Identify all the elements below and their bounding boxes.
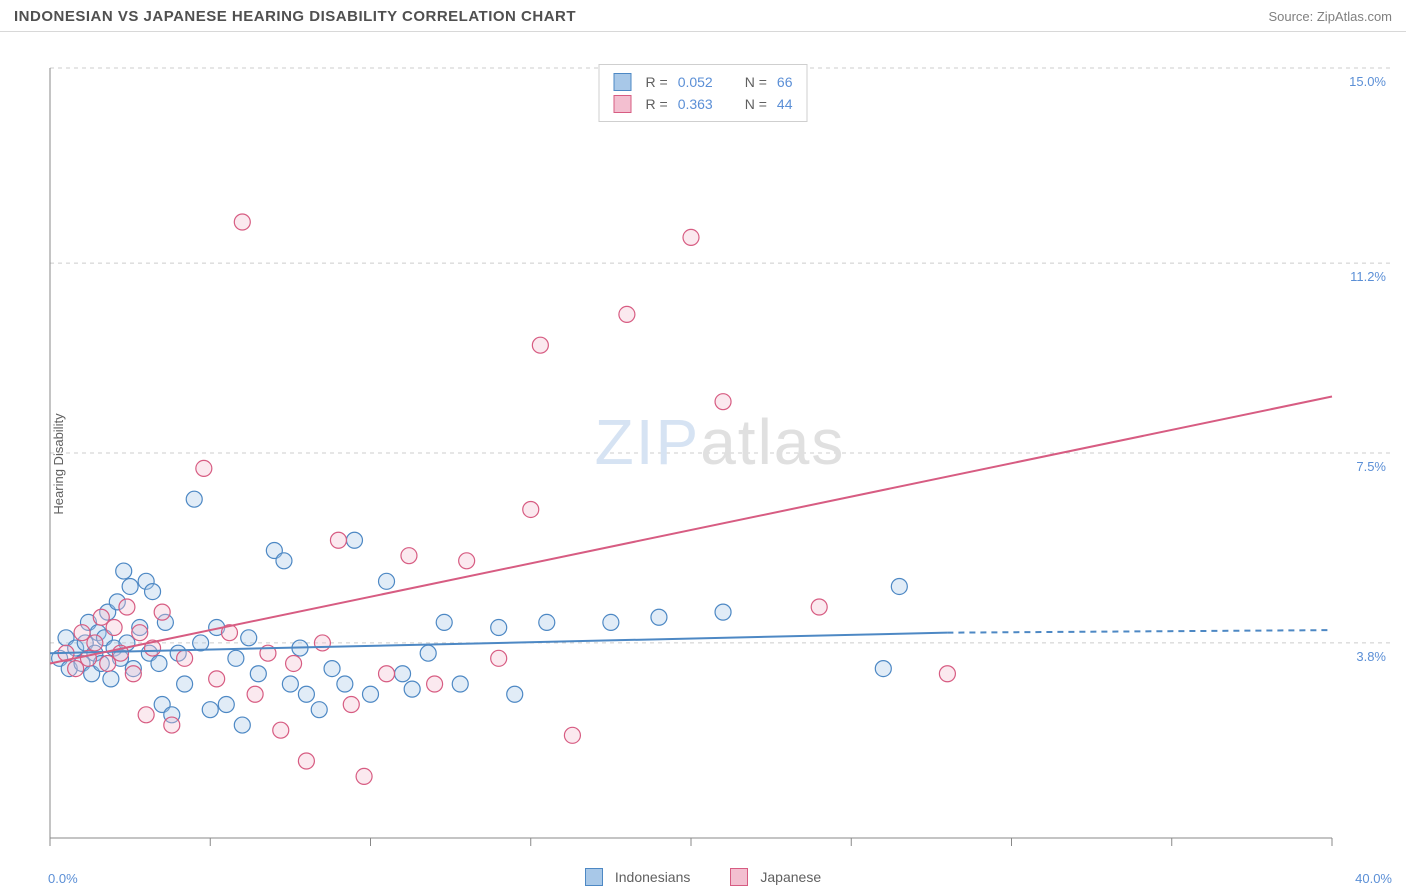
legend-swatch bbox=[614, 73, 632, 91]
chart-container: Hearing Disability ZIPatlas 3.8%7.5%11.2… bbox=[0, 36, 1406, 892]
stat-n-value: 44 bbox=[777, 93, 793, 115]
svg-text:11.2%: 11.2% bbox=[1350, 269, 1386, 284]
plot-area: ZIPatlas 3.8%7.5%11.2%15.0% bbox=[48, 64, 1392, 852]
chart-header: INDONESIAN VS JAPANESE HEARING DISABILIT… bbox=[0, 0, 1406, 32]
stat-n-label: N = bbox=[745, 93, 767, 115]
stat-n-label: N = bbox=[745, 71, 767, 93]
stat-r-label: R = bbox=[646, 93, 668, 115]
stat-r-value: 0.052 bbox=[678, 71, 713, 93]
stats-row: R = 0.052 N = 66 bbox=[614, 71, 793, 93]
stat-n-value: 66 bbox=[777, 71, 793, 93]
chart-svg: 3.8% 7.5% 11.2% 15.0% bbox=[48, 64, 1392, 852]
svg-text:3.8%: 3.8% bbox=[1356, 649, 1386, 664]
chart-title: INDONESIAN VS JAPANESE HEARING DISABILIT… bbox=[14, 8, 576, 25]
legend-swatch bbox=[614, 95, 632, 113]
chart-source: Source: ZipAtlas.com bbox=[1268, 9, 1392, 24]
svg-text:15.0%: 15.0% bbox=[1349, 74, 1386, 89]
stats-row: R = 0.363 N = 44 bbox=[614, 93, 793, 115]
stat-r-value: 0.363 bbox=[678, 93, 713, 115]
svg-text:7.5%: 7.5% bbox=[1356, 459, 1386, 474]
bottom-legend: Indonesians Japanese bbox=[0, 868, 1406, 886]
legend-item: Indonesians bbox=[585, 868, 691, 886]
legend-item: Japanese bbox=[730, 868, 821, 886]
legend-swatch bbox=[585, 868, 603, 886]
legend-swatch bbox=[730, 868, 748, 886]
legend-label: Japanese bbox=[760, 869, 821, 885]
legend-label: Indonesians bbox=[615, 869, 691, 885]
stat-r-label: R = bbox=[646, 71, 668, 93]
stats-legend: R = 0.052 N = 66 R = 0.363 N = 44 bbox=[599, 64, 808, 122]
